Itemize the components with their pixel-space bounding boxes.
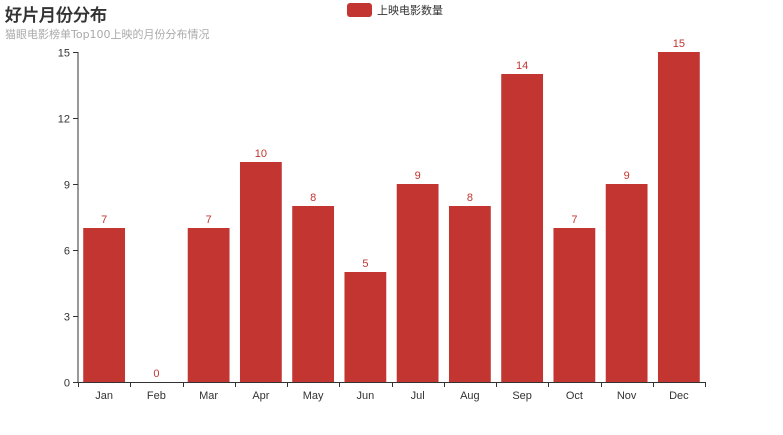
y-tick-label: 9	[64, 180, 70, 192]
data-label: 8	[310, 192, 316, 204]
legend-label: 上映电影数量	[377, 4, 443, 17]
x-tick-label: Jun	[357, 390, 375, 402]
x-tick-label: Mar	[199, 390, 218, 402]
data-label: 7	[571, 214, 577, 226]
data-label: 7	[101, 214, 107, 226]
x-tick-label: Feb	[147, 390, 166, 402]
data-label: 14	[516, 60, 528, 72]
bar	[657, 52, 700, 382]
x-tick-label: Dec	[669, 390, 689, 402]
bar	[553, 228, 596, 382]
bar	[448, 206, 491, 382]
data-label: 7	[206, 214, 212, 226]
x-tick-label: Apr	[252, 390, 269, 402]
bar	[187, 228, 230, 382]
y-tick-label: 12	[58, 114, 70, 126]
x-tick-label: May	[303, 390, 324, 402]
bar	[344, 272, 387, 382]
y-tick-label: 3	[64, 312, 70, 324]
bar	[605, 184, 648, 382]
chart-title: 好片月份分布	[5, 6, 107, 26]
x-tick-label: Sep	[512, 390, 532, 402]
data-label: 5	[362, 258, 368, 270]
data-label: 9	[624, 170, 630, 182]
data-label: 8	[467, 192, 473, 204]
data-label: 9	[415, 170, 421, 182]
bar	[501, 74, 544, 382]
x-tick-label: Aug	[460, 390, 480, 402]
x-tick-label: Jan	[95, 390, 113, 402]
data-label: 15	[673, 38, 685, 50]
x-tick-label: Nov	[617, 390, 637, 402]
y-tick-label: 0	[64, 378, 70, 390]
y-tick-label: 6	[64, 246, 70, 258]
legend-swatch	[347, 3, 372, 17]
bar	[239, 162, 282, 382]
data-label: 10	[255, 148, 267, 160]
legend[interactable]: 上映电影数量	[347, 3, 443, 17]
data-label: 0	[153, 368, 159, 380]
x-tick-label: Jul	[411, 390, 425, 402]
bar	[396, 184, 439, 382]
bar	[292, 206, 335, 382]
x-tick-label: Oct	[566, 390, 583, 402]
bar	[83, 228, 126, 382]
chart-subtitle: 猫眼电影榜单Top100上映的月份分布情况	[5, 28, 210, 41]
y-tick-label: 15	[58, 48, 70, 60]
